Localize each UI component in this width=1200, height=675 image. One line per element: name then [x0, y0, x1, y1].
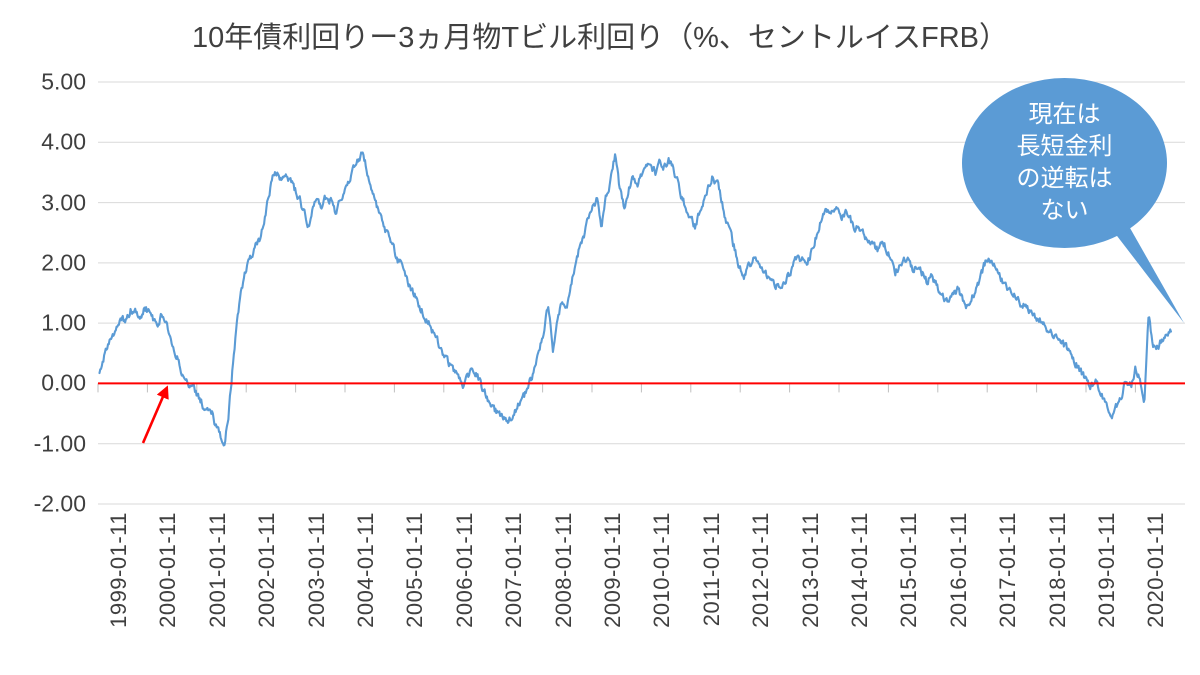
y-axis-tick-label: 5.00 [41, 68, 86, 95]
y-axis-tick-label: 3.00 [41, 189, 86, 216]
y-axis-tick-label: 0.00 [41, 369, 86, 396]
x-axis-tick-label: 2002-01-11 [254, 512, 280, 628]
x-axis-tick-label: 2011-01-11 [698, 512, 724, 627]
x-axis-tick-label: 1999-01-11 [106, 512, 131, 628]
x-axis-tick-label: 2001-01-11 [204, 512, 230, 628]
x-axis-tick-label: 2004-01-11 [353, 512, 378, 628]
callout-bubble-shape [962, 78, 1167, 248]
x-axis-tick-label: 2014-01-11 [847, 512, 872, 628]
x-axis-tick-label: 2010-01-11 [649, 512, 675, 628]
x-axis-tick-label: 2016-01-11 [945, 512, 971, 628]
x-axis-tick-label: 2003-01-11 [303, 512, 329, 628]
x-axis-tick-label: 2009-01-11 [600, 512, 625, 628]
y-axis-tick-label: -2.00 [33, 490, 86, 517]
x-axis-ticks [97, 383, 1185, 505]
x-axis-labels: 1999-01-11 2000-01-11 2001-01-11 2002-01-11… [98, 512, 1185, 672]
x-axis-tick-label: 2006-01-11 [451, 512, 477, 628]
x-axis-tick-label: 2005-01-11 [402, 512, 428, 628]
zero-reference-line [98, 382, 1185, 385]
y-axis-tick-label: 1.00 [41, 309, 86, 336]
y-axis-labels: 5.00 4.00 3.00 2.00 1.00 0.00 -1.00 -2.00 [0, 0, 86, 675]
series-path [98, 151, 1173, 447]
series-line-spread [98, 151, 1173, 447]
x-axis-tick-label: 2015-01-11 [896, 512, 922, 628]
callout-line: の逆転は [1016, 165, 1113, 192]
x-axis-tick-label: 2017-01-11 [995, 512, 1021, 628]
x-axis-tick-label: 2019-01-11 [1094, 512, 1119, 628]
x-axis-tick-label: 2013-01-11 [797, 512, 823, 628]
no-inversion-callout: 現在は長短金利の逆転はない [962, 78, 1184, 323]
x-axis-tick-label: 2000-01-11 [155, 512, 181, 628]
x-axis-tick-label: 2012-01-11 [748, 512, 774, 628]
x-axis-tick-label: 2020-01-11 [1143, 512, 1169, 628]
y-axis-tick-label: -1.00 [33, 430, 86, 457]
page-title: 10年債利回りー3ヵ月物Tビル利回り（%、セントルイスFRB） [191, 22, 1009, 54]
x-axis-tick-label: 2007-01-11 [501, 512, 527, 628]
callout-text: 現在は長短金利の逆転はない [962, 78, 1167, 248]
callout-line: 長短金利 [1016, 133, 1113, 161]
callout-line: ない [1040, 196, 1089, 224]
y-axis-tick-label: 2.00 [41, 249, 86, 276]
x-axis-tick-label: 2018-01-11 [1044, 512, 1070, 628]
y-axis-tick-label: 4.00 [41, 128, 86, 155]
x-axis-tick-label: 2008-01-11 [550, 512, 576, 628]
plot-area [97, 81, 1185, 505]
callout-line: 現在は [1028, 101, 1101, 129]
